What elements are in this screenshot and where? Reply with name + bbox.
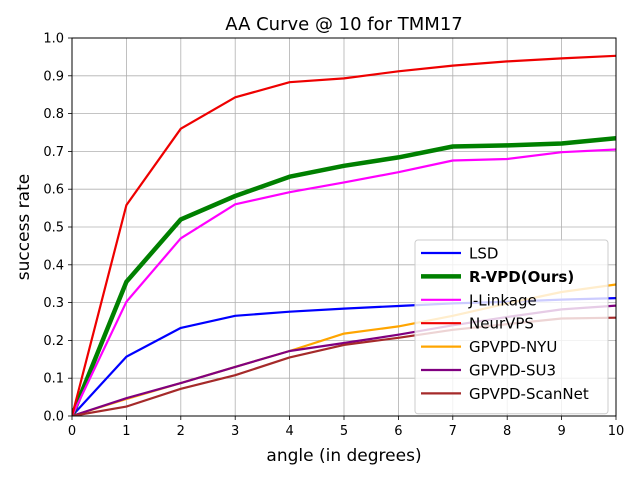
y-tick-label: 1.0 (43, 32, 64, 47)
ticks: 0 1 2 3 4 5 6 7 8 9 10 0.0 0.1 0.2 0.3 0.4 0.5 0.6 0.7 0.8 0… (43, 32, 624, 440)
legend-entry-label: GPVPD-ScanNet (469, 385, 589, 403)
y-tick-label: 0.9 (43, 69, 64, 84)
y-tick-label: 0.0 (43, 410, 64, 425)
chart-title: AA Curve @ 10 for TMM17 (225, 14, 462, 35)
x-tick-label: 10 (608, 424, 625, 439)
y-tick-label: 0.7 (43, 145, 64, 160)
x-tick-label: 6 (394, 424, 402, 439)
x-tick-label: 8 (503, 424, 511, 439)
y-tick-label: 0.8 (43, 107, 64, 122)
x-tick-label: 3 (231, 424, 239, 439)
legend: LSD R-VPD(Ours) J-Linkage NeurVPS GPVPD-NYU G… (414, 239, 609, 415)
y-tick-label: 0.1 (43, 372, 64, 387)
legend-entry-label: GPVPD-NYU (469, 338, 557, 356)
y-axis-label: success rate (14, 174, 34, 280)
legend-entry-label: LSD (469, 245, 498, 263)
legend-entry-label: J-Linkage (468, 291, 537, 309)
y-tick-label: 0.5 (43, 221, 64, 236)
series-line-neurvps (72, 54, 616, 416)
legend-entry-label: NeurVPS (469, 315, 534, 333)
x-tick-label: 4 (285, 424, 293, 439)
y-tick-label: 0.2 (43, 334, 64, 349)
legend-frame (414, 239, 609, 415)
y-tick-label: 0.4 (43, 258, 64, 273)
y-tick-label: 0.3 (43, 296, 64, 311)
legend-entry-label: GPVPD-SU3 (469, 362, 556, 380)
x-tick-label: 7 (449, 424, 457, 439)
x-tick-label: 9 (557, 424, 565, 439)
x-tick-label: 1 (122, 424, 130, 439)
y-tick-label: 0.6 (43, 183, 64, 198)
x-tick-label: 5 (340, 424, 348, 439)
series-line-r-vpd-ours (72, 135, 616, 416)
legend-entry-label: R-VPD(Ours) (469, 268, 574, 286)
x-tick-label: 0 (68, 424, 76, 439)
x-axis-label: angle (in degrees) (266, 446, 421, 466)
x-tick-label: 2 (177, 424, 185, 439)
series-line-j-linkage (72, 148, 616, 416)
